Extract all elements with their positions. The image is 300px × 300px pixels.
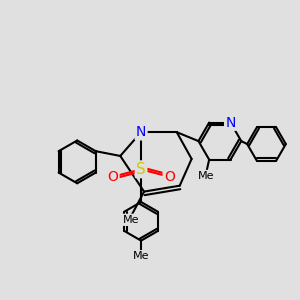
- Text: Me: Me: [133, 251, 149, 261]
- Text: N: N: [225, 116, 236, 130]
- Text: O: O: [164, 170, 175, 184]
- Text: O: O: [107, 170, 118, 184]
- Text: Me: Me: [122, 215, 139, 225]
- Text: N: N: [136, 125, 146, 139]
- Text: Me: Me: [198, 171, 214, 181]
- Text: S: S: [136, 162, 146, 177]
